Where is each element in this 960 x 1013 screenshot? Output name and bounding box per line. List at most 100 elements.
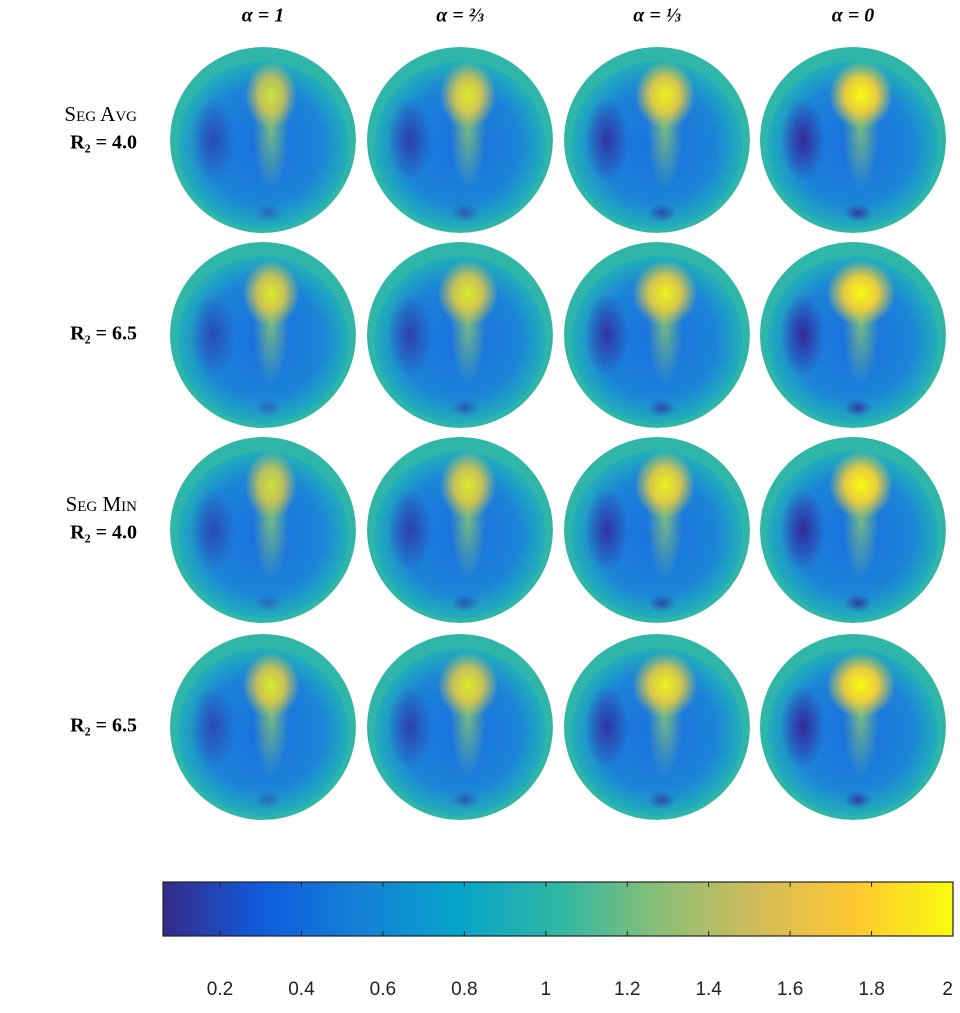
tick-label: 1 (540, 979, 551, 1000)
panel-content (564, 242, 750, 428)
bright-spot (635, 61, 695, 129)
tick-label: 1.2 (614, 979, 640, 1000)
bright-spot (635, 451, 695, 519)
tick-label: 0.6 (370, 979, 396, 1000)
dark-region (781, 293, 825, 377)
dark-region (781, 488, 825, 572)
row-label: R₂ = 4.0 (70, 132, 137, 154)
dark-region (585, 488, 629, 572)
image-panel (564, 634, 750, 820)
image-panel (564, 47, 750, 233)
dark-region (585, 98, 629, 182)
panel-content (760, 242, 946, 428)
panel-content (170, 634, 356, 820)
low-spot (451, 594, 479, 612)
panel-content (170, 437, 356, 623)
low-spot (648, 594, 676, 612)
bright-spot (242, 652, 300, 718)
panel-content (367, 47, 553, 233)
row-label: R₂ = 6.5 (70, 323, 137, 345)
low-spot (648, 204, 676, 222)
row-label: R₂ = 4.0 (70, 522, 137, 544)
panel-content (367, 242, 553, 428)
panel-content (760, 47, 946, 233)
dark-region (388, 488, 432, 572)
panel-content (564, 437, 750, 623)
bright-spot (437, 260, 499, 326)
bright-spot (440, 451, 496, 519)
panel-content (170, 47, 356, 233)
image-panel (170, 437, 356, 623)
bright-spot (632, 260, 698, 326)
dark-region (191, 488, 235, 572)
low-spot (254, 204, 282, 222)
bright-spot (826, 652, 896, 718)
low-spot (254, 594, 282, 612)
dark-region (191, 293, 235, 377)
column-header: α = ⅔ (436, 5, 483, 27)
column-header: α = 0 (832, 5, 874, 27)
dark-region (585, 685, 629, 769)
column-header: α = 1 (242, 5, 284, 27)
tick-label: 0.4 (288, 979, 315, 1000)
bright-spot (245, 451, 297, 519)
low-spot (451, 399, 479, 417)
image-panel (367, 47, 553, 233)
dark-region (585, 293, 629, 377)
bright-spot (242, 260, 300, 326)
bright-spot (632, 652, 698, 718)
image-panel (367, 634, 553, 820)
image-panel (760, 437, 946, 623)
image-panel (367, 437, 553, 623)
dark-region (191, 685, 235, 769)
tick-label: 1.8 (858, 979, 884, 1000)
low-spot (451, 791, 479, 809)
bright-spot (245, 61, 297, 129)
tick-label: 1.4 (695, 979, 722, 1000)
bright-spot (437, 652, 499, 718)
image-panel (760, 242, 946, 428)
bright-spot (826, 260, 896, 326)
image-panel (564, 242, 750, 428)
tick-label: 2 (942, 979, 953, 1000)
bright-spot (829, 451, 893, 519)
row-label: R₂ = 6.5 (70, 715, 137, 737)
low-spot (648, 791, 676, 809)
dark-region (388, 293, 432, 377)
low-spot (844, 399, 872, 417)
dark-region (388, 685, 432, 769)
dark-region (191, 98, 235, 182)
panel-content (367, 437, 553, 623)
image-panel (170, 242, 356, 428)
image-panel (367, 242, 553, 428)
low-spot (254, 399, 282, 417)
panel-content (170, 242, 356, 428)
panel-content (760, 634, 946, 820)
row-method: Seg Min (66, 492, 138, 516)
low-spot (254, 791, 282, 809)
image-panel (760, 47, 946, 233)
image-panel (564, 437, 750, 623)
low-spot (451, 204, 479, 222)
tick-label: 0.8 (451, 979, 477, 1000)
panel-content (367, 634, 553, 820)
bright-spot (829, 61, 893, 129)
tick-label: 1.6 (777, 979, 803, 1000)
dark-region (781, 98, 825, 182)
image-panel (760, 634, 946, 820)
dark-region (781, 685, 825, 769)
low-spot (844, 791, 872, 809)
column-header: α = ⅓ (633, 5, 680, 27)
dark-region (388, 98, 432, 182)
low-spot (844, 204, 872, 222)
panel-content (564, 47, 750, 233)
panel-content (760, 437, 946, 623)
panel-content (564, 634, 750, 820)
low-spot (648, 399, 676, 417)
colorbar (162, 881, 954, 937)
image-panel (170, 634, 356, 820)
row-method: Seg Avg (64, 102, 137, 126)
tick-label: 0.2 (207, 979, 233, 1000)
bright-spot (440, 61, 496, 129)
